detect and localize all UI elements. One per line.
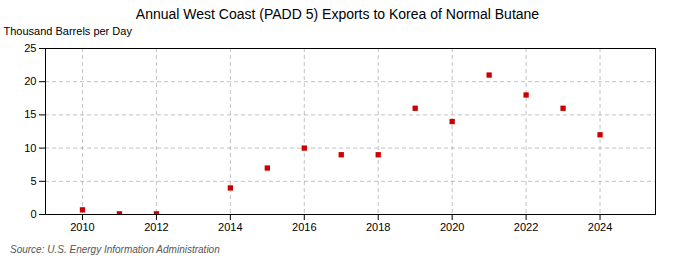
svg-text:2010: 2010 <box>70 221 94 233</box>
html-text:Annual West Coast (PADD 5) Exp: Annual West Coast (PADD 5) Exports to Ko… <box>135 6 540 22</box>
svg-text:25: 25 <box>24 42 36 54</box>
svg-text:2014: 2014 <box>218 221 242 233</box>
svg-text:0: 0 <box>30 208 36 220</box>
html-text:Source: U.S. Energy Informatio: Source: U.S. Energy Information Administ… <box>10 244 220 255</box>
svg-text:5: 5 <box>30 175 36 187</box>
svg-text:2020: 2020 <box>440 221 464 233</box>
svg-text:Thousand Barrels per Day: Thousand Barrels per Day <box>4 25 133 37</box>
svg-text:20: 20 <box>24 75 36 87</box>
svg-text:2012: 2012 <box>144 221 168 233</box>
svg-text:10: 10 <box>24 142 36 154</box>
svg-text:15: 15 <box>24 108 36 120</box>
svg-text:2016: 2016 <box>292 221 316 233</box>
svg-text:2022: 2022 <box>514 221 538 233</box>
svg-text:2018: 2018 <box>366 221 390 233</box>
svg-text:2024: 2024 <box>588 221 612 233</box>
